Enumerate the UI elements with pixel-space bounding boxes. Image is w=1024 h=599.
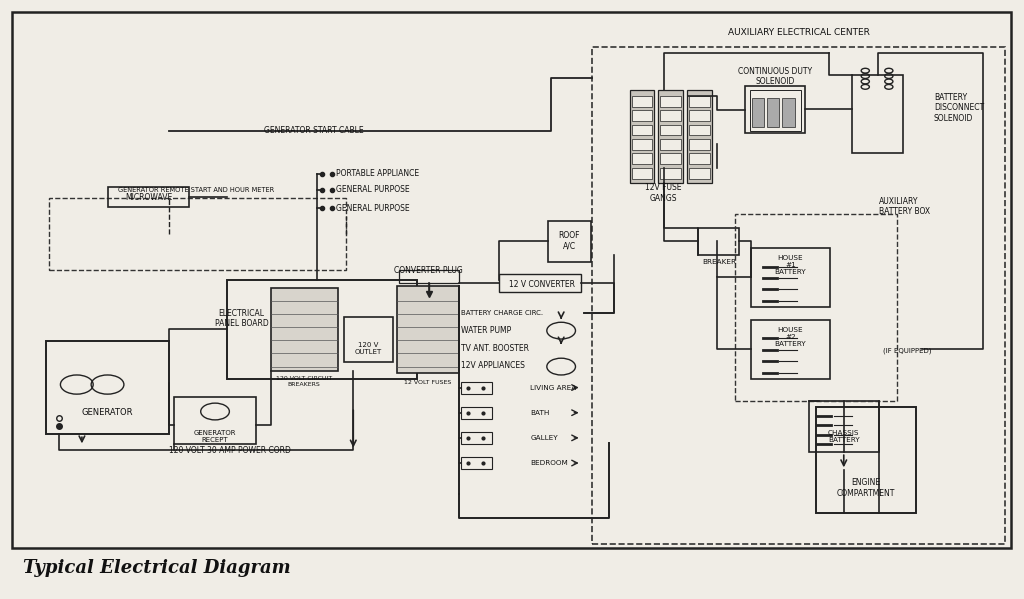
Bar bbox=[397, 286, 459, 373]
Bar bbox=[548, 221, 591, 262]
Bar bbox=[344, 317, 393, 362]
Bar bbox=[660, 168, 681, 179]
Text: 12 VOLT FUSES: 12 VOLT FUSES bbox=[404, 380, 452, 385]
Bar bbox=[689, 168, 710, 179]
Text: CHASSIS
BATTERY: CHASSIS BATTERY bbox=[828, 429, 859, 443]
Text: ENGINE
COMPARTMENT: ENGINE COMPARTMENT bbox=[837, 479, 896, 498]
Bar bbox=[809, 401, 879, 452]
Bar bbox=[660, 110, 681, 121]
Bar bbox=[689, 139, 710, 150]
Text: GENERATOR START CABLE: GENERATOR START CABLE bbox=[264, 126, 364, 135]
Text: 120 VOLT CIRCUIT
BREAKERS: 120 VOLT CIRCUIT BREAKERS bbox=[276, 376, 332, 387]
Text: HOUSE
#1
BATTERY: HOUSE #1 BATTERY bbox=[775, 255, 806, 275]
Bar bbox=[689, 110, 710, 121]
Bar bbox=[46, 341, 169, 434]
Text: WATER PUMP: WATER PUMP bbox=[461, 326, 511, 335]
Bar bbox=[751, 320, 830, 379]
Bar bbox=[461, 382, 492, 394]
Bar bbox=[816, 407, 916, 513]
Bar bbox=[767, 98, 779, 127]
Text: BEDROOM: BEDROOM bbox=[530, 460, 568, 466]
Bar bbox=[745, 86, 805, 133]
Text: BREAKER: BREAKER bbox=[701, 259, 736, 265]
Text: GENERATOR REMOTE START AND HOUR METER: GENERATOR REMOTE START AND HOUR METER bbox=[119, 187, 274, 193]
Bar bbox=[632, 110, 652, 121]
Bar bbox=[689, 96, 710, 107]
Text: BATH: BATH bbox=[530, 410, 550, 416]
Text: GENERAL PURPOSE: GENERAL PURPOSE bbox=[336, 204, 410, 213]
Text: Typical Electrical Diagram: Typical Electrical Diagram bbox=[23, 559, 290, 577]
Bar bbox=[660, 125, 681, 135]
Bar bbox=[271, 288, 338, 371]
Text: PORTABLE APPLIANCE: PORTABLE APPLIANCE bbox=[336, 169, 419, 179]
Bar bbox=[632, 125, 652, 135]
Bar bbox=[49, 198, 346, 270]
Bar bbox=[660, 96, 681, 107]
Bar bbox=[632, 96, 652, 107]
Text: GENERATOR: GENERATOR bbox=[82, 407, 133, 417]
Bar bbox=[660, 139, 681, 150]
Text: LIVING AREA: LIVING AREA bbox=[530, 385, 577, 391]
Text: 120 V
OUTLET: 120 V OUTLET bbox=[355, 342, 382, 355]
Text: AUXILIARY ELECTRICAL CENTER: AUXILIARY ELECTRICAL CENTER bbox=[728, 28, 869, 38]
Bar bbox=[108, 187, 189, 207]
Bar bbox=[461, 407, 492, 419]
Bar bbox=[735, 214, 897, 401]
Bar bbox=[399, 270, 459, 283]
Text: 12V APPLIANCES: 12V APPLIANCES bbox=[461, 361, 524, 370]
Text: CONVERTER PLUG: CONVERTER PLUG bbox=[393, 266, 463, 276]
Text: ELECTRICAL
PANEL BOARD: ELECTRICAL PANEL BOARD bbox=[215, 309, 268, 328]
Bar bbox=[658, 90, 683, 183]
Bar bbox=[499, 274, 581, 292]
Text: CONTINUOUS DUTY
SOLENOID: CONTINUOUS DUTY SOLENOID bbox=[738, 67, 812, 86]
Bar bbox=[750, 90, 801, 131]
Text: 12 V CONVERTER: 12 V CONVERTER bbox=[509, 280, 574, 289]
Text: BATTERY CHARGE CIRC.: BATTERY CHARGE CIRC. bbox=[461, 310, 543, 316]
Bar bbox=[632, 139, 652, 150]
Bar bbox=[12, 12, 1011, 548]
Bar bbox=[751, 248, 830, 307]
Bar bbox=[689, 153, 710, 164]
Bar bbox=[687, 90, 712, 183]
Text: GENERAL PURPOSE: GENERAL PURPOSE bbox=[336, 185, 410, 195]
Bar bbox=[698, 228, 739, 255]
Text: MICROWAVE: MICROWAVE bbox=[125, 192, 172, 202]
Text: BATTERY
DISCONNECT
SOLENOID: BATTERY DISCONNECT SOLENOID bbox=[934, 93, 984, 123]
Bar bbox=[852, 75, 903, 153]
Bar bbox=[632, 168, 652, 179]
Bar bbox=[689, 125, 710, 135]
Bar bbox=[174, 397, 256, 444]
Bar bbox=[782, 98, 795, 127]
Text: ROOF
A/C: ROOF A/C bbox=[559, 231, 580, 250]
Bar bbox=[630, 90, 654, 183]
Text: 120 VOLT 30 AMP POWER CORD: 120 VOLT 30 AMP POWER CORD bbox=[169, 446, 292, 455]
Text: GALLEY: GALLEY bbox=[530, 435, 558, 441]
Text: 12V FUSE
GANGS: 12V FUSE GANGS bbox=[645, 183, 682, 202]
Text: HOUSE
#2
BATTERY: HOUSE #2 BATTERY bbox=[775, 326, 806, 347]
Bar bbox=[227, 280, 417, 379]
Bar bbox=[660, 153, 681, 164]
Bar bbox=[632, 153, 652, 164]
Text: (IF EQUIPPED): (IF EQUIPPED) bbox=[883, 347, 931, 353]
Bar bbox=[461, 457, 492, 469]
Text: TV ANT. BOOSTER: TV ANT. BOOSTER bbox=[461, 344, 528, 353]
Text: AUXILIARY
BATTERY BOX: AUXILIARY BATTERY BOX bbox=[879, 197, 930, 216]
Bar bbox=[592, 47, 1005, 544]
Bar bbox=[752, 98, 764, 127]
Text: GENERATOR
RECEPT: GENERATOR RECEPT bbox=[194, 429, 237, 443]
Bar bbox=[461, 432, 492, 444]
